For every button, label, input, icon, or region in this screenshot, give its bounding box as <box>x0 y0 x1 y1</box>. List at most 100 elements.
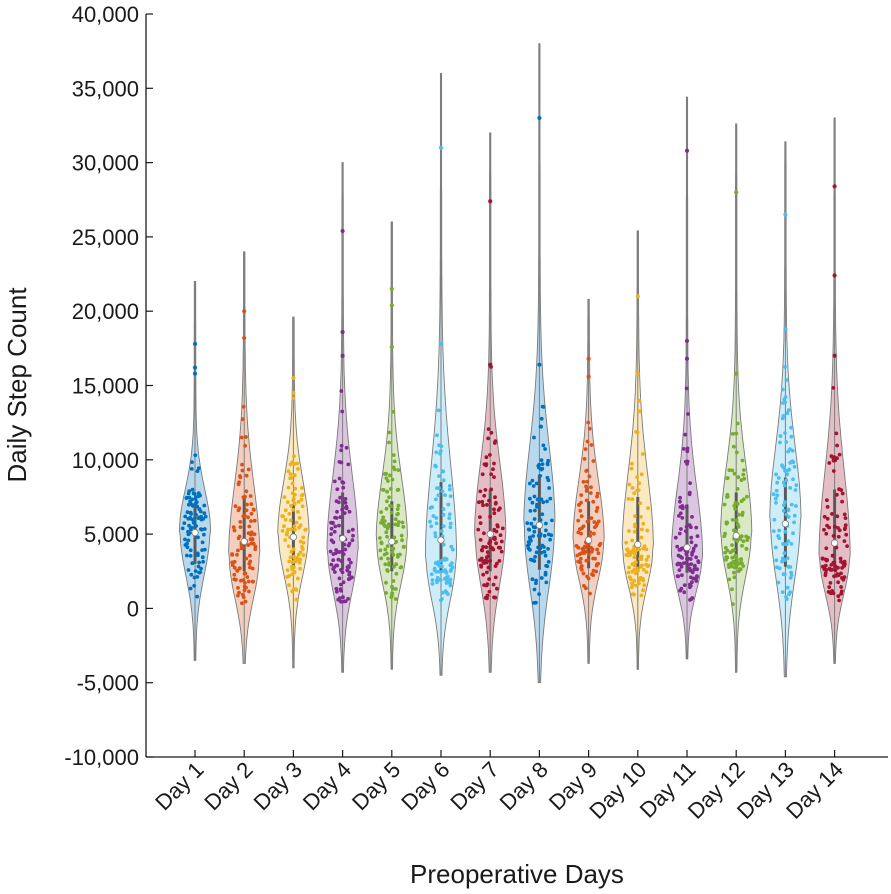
data-point <box>781 480 786 485</box>
x-axis-title: Preoperative Days <box>410 859 624 889</box>
y-tick-label: 0 <box>127 596 139 621</box>
data-point <box>329 538 334 543</box>
data-point <box>182 521 187 525</box>
data-point <box>626 497 631 501</box>
outlier-point <box>340 228 345 234</box>
data-point <box>786 408 791 412</box>
data-point <box>541 500 546 505</box>
data-point <box>340 409 345 414</box>
data-point <box>730 555 735 560</box>
outlier-point <box>635 294 640 299</box>
data-point <box>350 575 354 580</box>
data-point <box>487 498 491 503</box>
data-point <box>735 562 740 567</box>
violin-14 <box>818 117 851 664</box>
data-point <box>240 601 244 606</box>
data-point <box>337 460 342 464</box>
outlier-point <box>291 375 296 381</box>
data-point <box>294 588 299 592</box>
data-point <box>833 568 838 573</box>
data-point <box>336 500 341 505</box>
data-point <box>287 559 292 564</box>
data-point <box>395 512 399 517</box>
data-point <box>299 497 304 502</box>
data-point <box>249 519 253 523</box>
data-point <box>288 472 293 476</box>
data-point <box>331 558 336 562</box>
data-point <box>236 593 240 598</box>
data-point <box>339 582 343 587</box>
data-point <box>639 554 644 559</box>
data-point <box>785 556 790 561</box>
data-point <box>244 489 249 494</box>
data-point <box>441 478 446 483</box>
data-point <box>282 524 286 529</box>
data-point <box>835 492 839 497</box>
data-point <box>391 465 396 470</box>
x-tick-label: Day 4 <box>298 757 356 815</box>
data-point <box>688 598 692 602</box>
data-point <box>586 420 591 425</box>
data-point <box>194 500 199 504</box>
data-point <box>294 520 299 525</box>
data-point <box>194 524 199 528</box>
data-point <box>544 528 548 533</box>
data-point <box>297 525 301 530</box>
data-point <box>787 592 791 597</box>
data-point <box>579 514 584 519</box>
data-point <box>252 532 257 537</box>
data-point <box>546 478 551 483</box>
data-point <box>786 564 791 569</box>
data-point <box>780 556 785 561</box>
data-point <box>775 565 779 570</box>
data-point <box>478 538 483 542</box>
data-point <box>342 599 346 604</box>
data-point <box>251 541 256 546</box>
data-point <box>595 547 600 552</box>
data-point <box>538 424 543 429</box>
outlier-point <box>684 148 690 153</box>
data-point <box>190 561 195 566</box>
data-point <box>346 596 350 601</box>
data-point <box>680 516 685 520</box>
data-point <box>835 514 840 519</box>
data-point <box>774 488 779 493</box>
data-point <box>292 570 297 575</box>
data-point <box>597 543 602 548</box>
data-point <box>296 510 300 514</box>
data-point <box>346 529 351 534</box>
data-point <box>342 500 347 504</box>
data-point <box>732 575 737 580</box>
data-point <box>244 556 249 561</box>
outlier-point <box>783 212 788 217</box>
data-point <box>783 500 787 505</box>
data-point <box>678 511 683 516</box>
data-point <box>188 554 193 558</box>
data-point <box>233 504 238 509</box>
data-point <box>489 472 493 477</box>
data-point <box>332 529 337 534</box>
data-point <box>832 524 837 529</box>
data-point <box>675 544 680 549</box>
data-point <box>633 514 637 518</box>
data-point <box>196 535 200 540</box>
data-point <box>589 516 594 520</box>
data-point <box>384 580 388 585</box>
data-point <box>644 570 649 574</box>
data-point <box>784 378 789 382</box>
data-point <box>333 570 337 574</box>
data-point <box>646 554 651 559</box>
data-point <box>630 581 634 586</box>
data-point <box>538 546 543 551</box>
data-point <box>685 446 690 451</box>
data-point <box>843 526 847 531</box>
data-point <box>690 515 694 519</box>
y-tick-label: 25,000 <box>72 225 139 250</box>
data-point <box>739 499 744 504</box>
data-point <box>591 573 596 577</box>
data-point <box>579 564 584 568</box>
data-point <box>386 522 391 527</box>
data-point <box>482 561 486 565</box>
data-point <box>200 548 205 552</box>
data-point <box>727 577 732 582</box>
